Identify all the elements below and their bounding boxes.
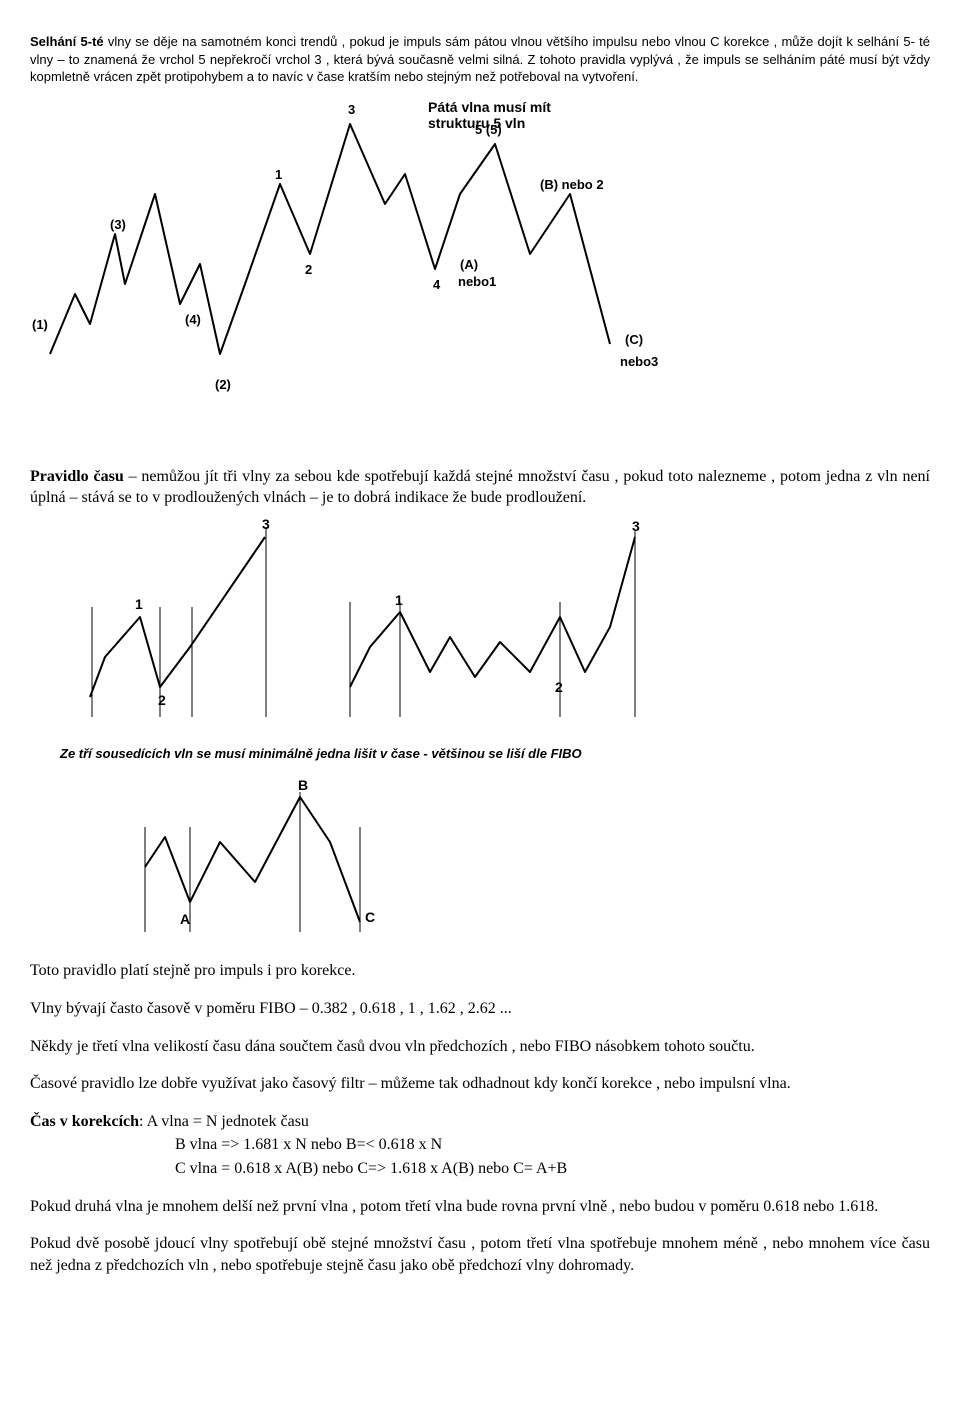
- bottom-p7: C vlna = 0.618 x A(B) nebo C=> 1.618 x A…: [175, 1158, 930, 1180]
- svg-text:5 (5): 5 (5): [475, 122, 502, 137]
- svg-text:3: 3: [348, 102, 355, 117]
- intro-paragraph: Selhání 5-té vlny se děje na samotném ko…: [30, 33, 930, 86]
- svg-text:(A): (A): [460, 257, 478, 272]
- svg-text:Pátá vlna musí mít: Pátá vlna musí mít: [428, 99, 551, 115]
- svg-text:4: 4: [433, 277, 441, 292]
- bottom-p4: Časové pravidlo lze dobře využívat jako …: [30, 1073, 930, 1095]
- svg-text:nebo3: nebo3: [620, 354, 658, 369]
- svg-text:(3): (3): [110, 217, 126, 232]
- rule-time-paragraph: Pravidlo času – nemůžou jít tři vlny za …: [30, 466, 930, 509]
- bottom-p3: Někdy je třetí vlna velikostí času dána …: [30, 1036, 930, 1058]
- diagram2-svg: 1 2 3 1 2 3: [30, 517, 680, 727]
- intro-text: vlny se děje na samotném konci trendů , …: [30, 34, 930, 84]
- bottom-p2: Vlny bývají často časově v poměru FIBO –…: [30, 998, 930, 1020]
- bottom-p1: Toto pravidlo platí stejně pro impuls i …: [30, 960, 930, 982]
- bottom-p6: B vlna => 1.681 x N nebo B=< 0.618 x N: [175, 1134, 930, 1156]
- diagram-fifth-wave-failure: Pátá vlna musí mítstrukturu 5 vln(1)(2)(…: [30, 94, 930, 404]
- bottom-p8: Pokud druhá vlna je mnohem delší než prv…: [30, 1196, 930, 1218]
- diagram2-caption: Ze tří sousedících vln se musí minimálně…: [60, 745, 930, 763]
- bottom-p9: Pokud dvě posobě jdoucí vlny spotřebují …: [30, 1233, 930, 1276]
- svg-text:2: 2: [158, 692, 166, 708]
- bottom-p5: Čas v korekcích: A vlna = N jednotek čas…: [30, 1111, 930, 1133]
- svg-text:nebo1: nebo1: [458, 274, 496, 289]
- svg-text:2: 2: [305, 262, 312, 277]
- svg-text:B: B: [298, 777, 308, 793]
- rule-time-title: Pravidlo času: [30, 468, 124, 485]
- svg-text:(2): (2): [215, 377, 231, 392]
- svg-text:1: 1: [275, 167, 282, 182]
- bottom-p5-rest: : A vlna = N jednotek času: [139, 1113, 309, 1130]
- svg-text:1: 1: [135, 596, 143, 612]
- svg-text:(B) nebo 2: (B) nebo 2: [540, 177, 604, 192]
- diagram-time-rule-top: 1 2 3 1 2 3: [30, 517, 930, 727]
- svg-text:2: 2: [555, 679, 563, 695]
- svg-text:C: C: [365, 909, 375, 925]
- intro-title: Selhání 5-té: [30, 34, 108, 49]
- rule-time-text: – nemůžou jít tři vlny za sebou kde spot…: [30, 468, 930, 507]
- svg-text:(4): (4): [185, 312, 201, 327]
- svg-text:3: 3: [632, 518, 640, 534]
- svg-text:(C): (C): [625, 332, 643, 347]
- svg-text:3: 3: [262, 517, 270, 532]
- bottom-p5-bold: Čas v korekcích: [30, 1113, 139, 1130]
- diagram-time-rule-bottom: A B C: [30, 772, 930, 942]
- svg-text:1: 1: [395, 592, 403, 608]
- diagram3-svg: A B C: [30, 772, 450, 942]
- diagram1-svg: Pátá vlna musí mítstrukturu 5 vln(1)(2)(…: [30, 94, 680, 404]
- svg-text:(1): (1): [32, 317, 48, 332]
- svg-text:A: A: [180, 911, 190, 927]
